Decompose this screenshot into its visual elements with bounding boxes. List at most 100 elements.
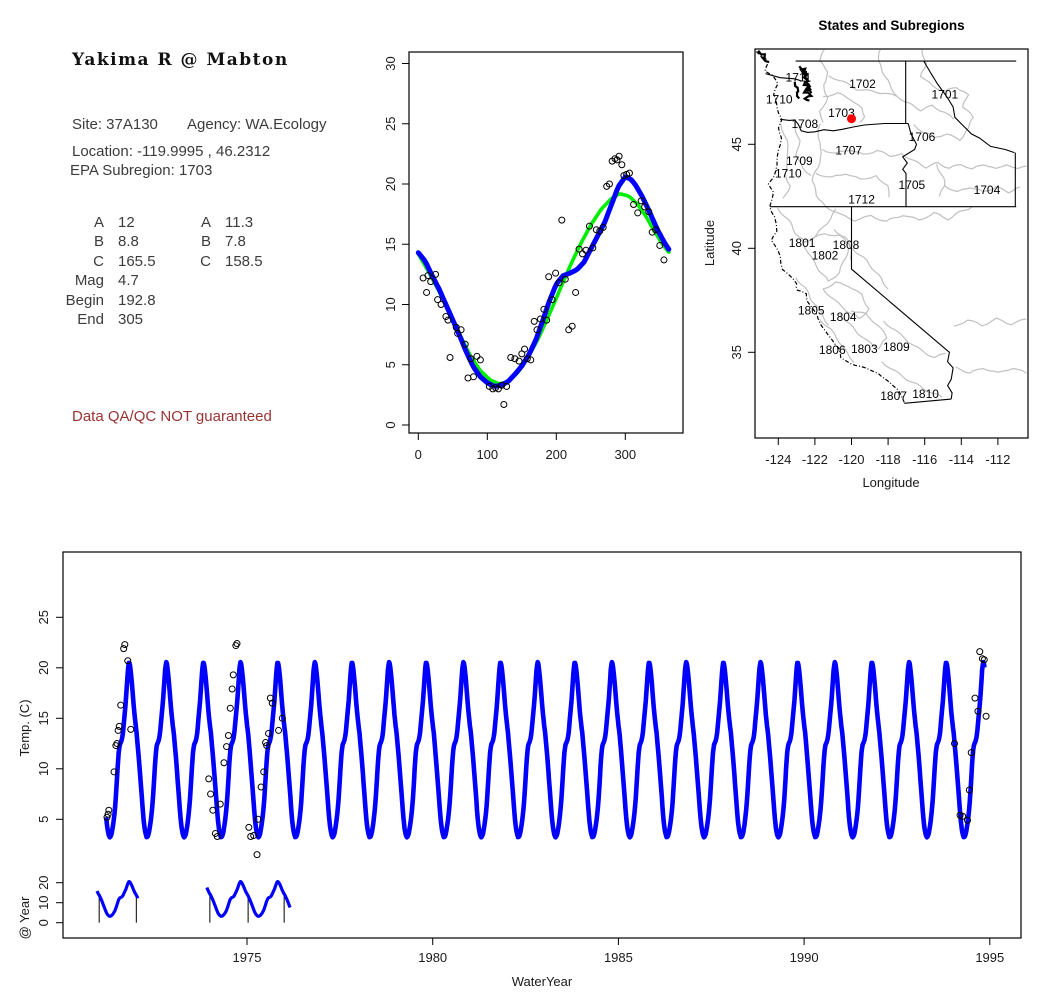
tick-label: 0 [415,447,422,462]
data-point [548,296,556,304]
subregion-boundary [936,163,946,197]
timeseries-axes: 1975 1980 1985 1990 1995 5 10 15 20 25 0 10 20 WaterY… [17,610,1004,989]
data-point [523,355,531,363]
tick-label: -118 [876,452,901,467]
data-point [648,228,656,236]
plot-box [62,551,1022,939]
region-label: 1710 [775,166,802,180]
data-point [980,656,988,664]
data-point [254,815,262,823]
data-point [229,671,237,679]
data-point [543,316,551,324]
subregion-map: 1711 170217011710170317081706170717091710… [702,48,1029,490]
data-point [114,726,122,734]
param-key: B [93,233,104,251]
data-point [110,768,118,776]
parameters-table: A 12 A 11.3 B 8.8 B 7.8 C 165.5 C 158.5 … [40,213,305,329]
tick-label: 25 [383,117,398,131]
region-label: 1804 [830,310,857,324]
data-point [476,356,484,364]
data-point [103,813,111,821]
region-label: 1702 [849,77,876,91]
data-point [124,657,132,665]
qa-warning: Data QA/QC NOT guaranteed [72,408,272,425]
state-borders [755,51,1017,404]
data-point [585,222,593,230]
data-point [545,273,553,281]
data-point [494,385,502,393]
tick-label: -112 [985,452,1010,467]
map-box [754,48,1029,439]
observation-points [103,640,990,859]
data-point [579,250,587,258]
subregion-boundary [821,148,902,158]
param-value: 12 [118,214,135,231]
param-key: C [93,252,104,270]
tick-label: 5 [36,816,51,823]
tick-label: 300 [614,447,636,462]
data-point [115,722,123,730]
state-border [923,60,1015,154]
param-key: A [200,214,211,231]
data-point [121,641,129,649]
data-point [982,712,990,720]
param-key [188,310,211,329]
data-point [105,806,113,814]
epa-subregion: EPA Subregion: 1703 [70,162,213,179]
data-point [205,775,213,783]
state-border [850,206,954,400]
data-point [262,739,270,747]
water-scribble [801,68,813,94]
sine-fit-line [416,192,671,386]
tick-label: 45 [729,137,744,151]
subregion-boundaries [776,49,1027,398]
region-labels: 1711 170217011710170317081706170717091710… [766,71,1001,403]
plot-box [408,51,684,434]
subregion-boundary [877,49,898,97]
tick-label: -122 [802,452,828,467]
data-point [233,640,241,648]
param-value: 7.8 [225,233,246,251]
param-key: Mag [74,272,104,290]
tick-label: @ Year [17,896,32,940]
param-key: End [77,310,104,328]
region-label: 1809 [883,340,910,354]
subregion-boundary [823,92,866,123]
subregion-boundary [955,366,1027,374]
tick-label: 20 [383,177,398,191]
subregion-boundary [839,310,888,350]
tick-label: 1990 [790,950,819,965]
data-point [645,208,653,216]
data-point [660,256,668,264]
param-value: 158.5 [225,252,263,270]
data-point [220,759,228,767]
param-value: 192.8 [118,291,156,309]
subregion-boundary [828,75,898,98]
data-point [434,296,442,304]
subregion-boundary [901,153,1027,170]
subregion-boundary [875,175,890,198]
data-point [446,354,454,362]
data-point [444,316,452,324]
seasonal-fit-plot [408,51,684,434]
region-label: 1711 [786,71,812,85]
subregion-boundary [802,233,851,282]
data-point [224,731,232,739]
subregion-boundary [819,49,829,123]
data-point [467,355,475,363]
region-label: 1704 [974,183,1001,197]
location: Location: -119.9995 , 46.2312 [72,143,271,160]
region-label: 1705 [899,178,926,192]
data-point [530,317,538,325]
subregion-boundary [851,247,889,290]
data-point [207,790,215,798]
param-key: C [200,252,211,270]
data-point [634,209,642,217]
region-label: 1709 [786,154,813,168]
table-row: Begin 192.8 [40,291,305,310]
data-point [461,340,469,348]
subregion-boundary [881,361,943,398]
map-content: 1711 170217011710170317081706170717091710… [755,49,1027,404]
data-point [113,740,121,748]
